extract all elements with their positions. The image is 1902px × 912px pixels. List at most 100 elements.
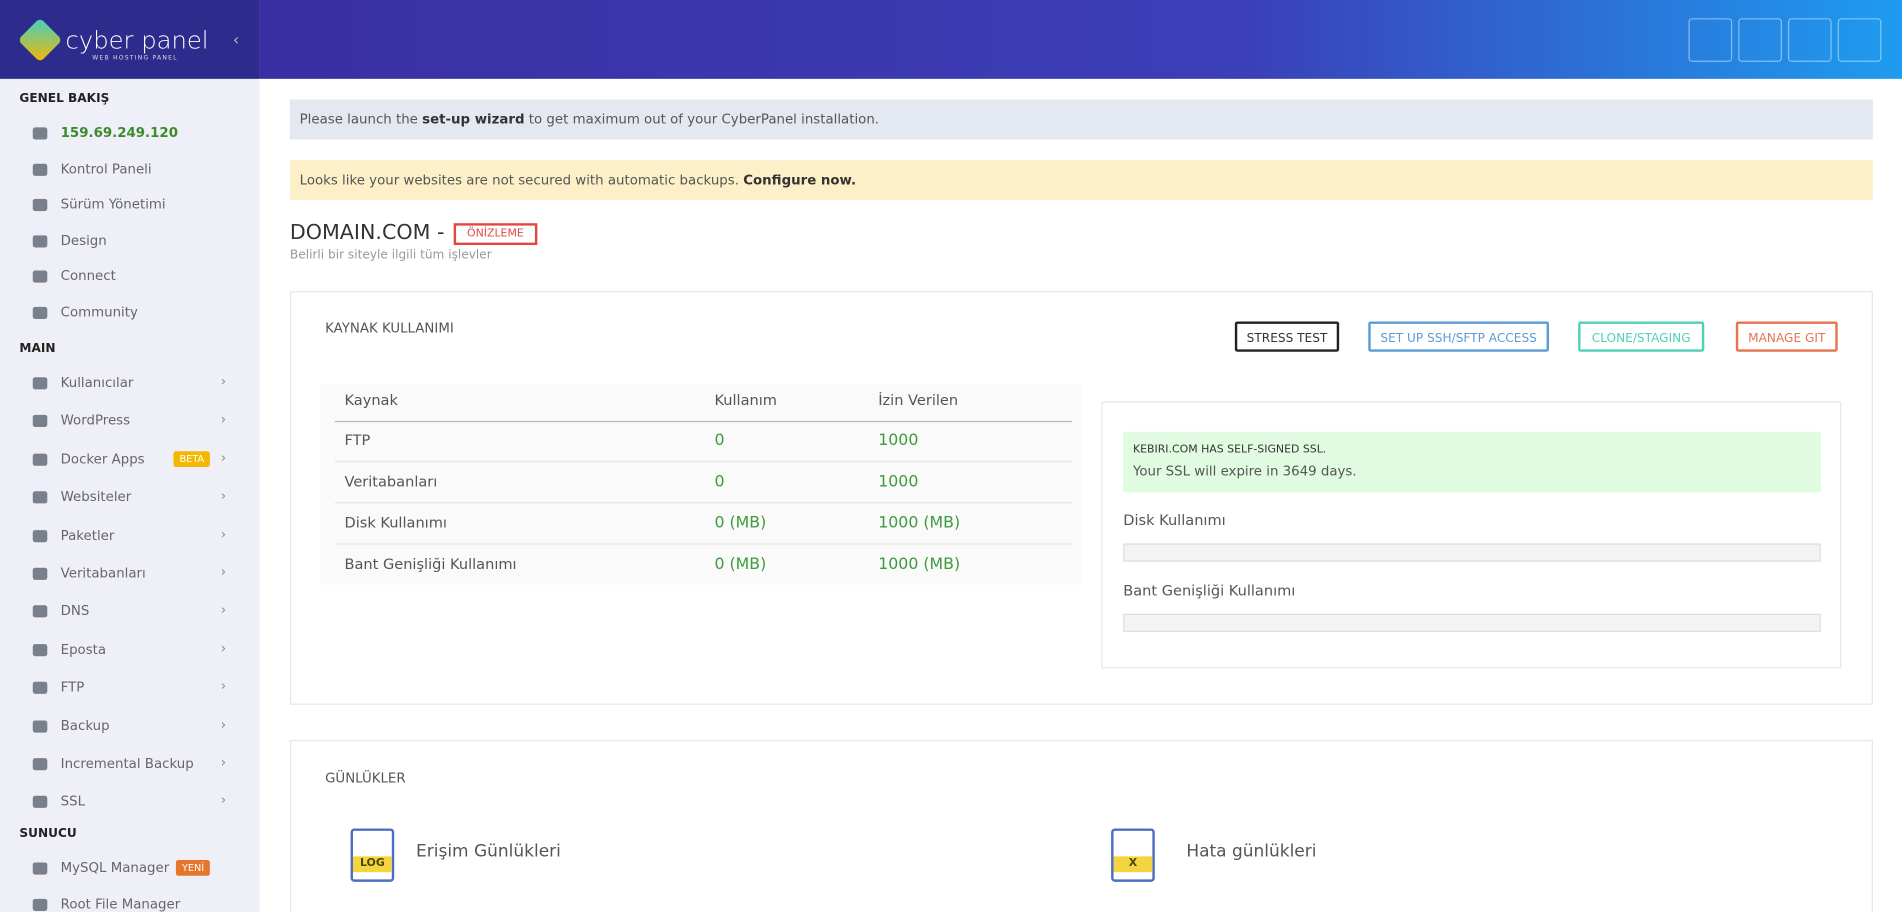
log-label[interactable]: Erişim Günlükleri: [416, 841, 561, 862]
menu-icon: [32, 415, 48, 428]
menu-icon: [32, 796, 48, 809]
top-button[interactable]: [1787, 18, 1832, 62]
alert-text[interactable]: set-up wizard: [422, 111, 525, 128]
table: [320, 384, 1083, 585]
ssl-panel: [1101, 401, 1842, 669]
collapse[interactable]: ‹: [232, 31, 240, 50]
table-header: Kullanım: [714, 391, 777, 409]
chevron: ›: [220, 373, 227, 390]
chevron: ›: [220, 602, 227, 618]
menu-item[interactable]: Websiteler: [60, 489, 132, 505]
header-line: [334, 420, 1073, 423]
menu-item[interactable]: Veritabanları: [60, 565, 146, 582]
chevron: ›: [220, 754, 227, 771]
alert: Looks like your websites are not secured…: [289, 160, 1873, 201]
menu-item[interactable]: Kontrol Paneli: [60, 160, 152, 177]
top-button[interactable]: [1837, 18, 1882, 62]
menu-item[interactable]: Kullanıcılar: [60, 374, 134, 391]
menu-icon: [32, 199, 48, 212]
domain-title: DOMAIN.COM -: [289, 220, 445, 246]
menu-item[interactable]: Root File Manager: [60, 896, 181, 912]
chevron: ›: [220, 525, 227, 542]
menu-item[interactable]: Sürüm Yönetimi: [60, 196, 166, 213]
card-title: GÜNLÜKLER: [325, 770, 406, 787]
menu-icon: [32, 270, 48, 284]
chevron: ›: [220, 792, 227, 809]
menu-item[interactable]: DNS: [60, 603, 90, 620]
preview-button[interactable]: ÖNİZLEME: [453, 223, 538, 246]
table-cell: Disk Kullanımı: [344, 514, 447, 532]
menu-icon: [32, 758, 48, 771]
table-cell: Veritabanları: [344, 473, 438, 491]
menu-icon: [32, 163, 48, 176]
usage-label: Bant Genişliği Kullanımı: [1123, 582, 1296, 600]
log-label[interactable]: Hata günlükleri: [1186, 841, 1317, 862]
row-line: [334, 460, 1073, 463]
table-cell: 0 (MB): [714, 555, 767, 574]
table-cell: 1000 (MB): [878, 555, 961, 574]
menu-icon: [32, 643, 48, 656]
topbar: [259, 0, 1902, 79]
alert-text: Please launch the: [299, 111, 423, 128]
menu-icon: [32, 720, 48, 733]
card-title: KAYNAK KULLANIMI: [325, 320, 454, 337]
top-button[interactable]: [1738, 18, 1782, 62]
menu-icon: [32, 377, 48, 390]
table-cell: FTP: [344, 431, 371, 449]
table-header: İzin Verilen: [878, 391, 959, 409]
progress-bar: [1123, 613, 1821, 632]
section-title: SUNUCU: [19, 827, 77, 841]
badge: YENİ: [175, 860, 211, 876]
menu-item[interactable]: WordPress: [60, 412, 131, 429]
chevron: ›: [220, 564, 227, 580]
action-button[interactable]: CLONE/STAGING: [1578, 321, 1705, 352]
action-button[interactable]: SET UP SSH/SFTP ACCESS: [1368, 321, 1550, 352]
menu-item[interactable]: MySQL Manager: [60, 860, 170, 876]
menu-item[interactable]: FTP: [60, 679, 85, 696]
menu-icon: [32, 567, 48, 580]
top-button[interactable]: [1688, 18, 1733, 62]
menu-item[interactable]: Docker Apps: [60, 450, 145, 467]
row-line: [334, 543, 1073, 545]
subtitle: Belirli bir siteyle ilgili tüm işlevler: [289, 248, 492, 263]
chevron: ›: [220, 449, 227, 466]
menu-icon: [32, 453, 48, 466]
brand: cyber panel: [65, 25, 209, 55]
alert-text[interactable]: Configure now.: [743, 172, 857, 189]
chevron: ›: [220, 716, 227, 733]
table-cell: 0: [714, 473, 725, 492]
row-line: [334, 502, 1073, 504]
card: [289, 739, 1873, 912]
menu-icon: [32, 127, 48, 140]
chevron: ›: [220, 640, 227, 656]
menu-item[interactable]: Connect: [60, 268, 116, 285]
log-icon-text: LOG: [352, 856, 392, 873]
menu-item[interactable]: Backup: [60, 717, 110, 734]
log-icon[interactable]: [1111, 828, 1155, 882]
table-cell: 0 (MB): [714, 514, 767, 533]
brand-sub: WEB HOSTING PANEL: [92, 54, 178, 62]
menu-item[interactable]: 159.69.249.120: [60, 124, 178, 141]
log-icon-text: X: [1113, 856, 1153, 873]
section-title: MAIN: [19, 342, 56, 356]
action-button[interactable]: STRESS TEST: [1234, 321, 1340, 352]
alert-text: Looks like your websites are not secured…: [299, 172, 744, 189]
menu-item[interactable]: Incremental Backup: [60, 755, 194, 772]
menu-item[interactable]: SSL: [60, 793, 86, 810]
log-icon[interactable]: [350, 828, 395, 882]
menu-item[interactable]: Eposta: [60, 641, 107, 658]
table-cell: Bant Genişliği Kullanımı: [344, 555, 517, 573]
progress-bar: [1123, 543, 1821, 562]
menu-item[interactable]: Design: [60, 232, 107, 249]
action-button[interactable]: MANAGE GIT: [1735, 321, 1838, 352]
menu-item[interactable]: Paketler: [60, 527, 115, 543]
menu-icon: [32, 235, 48, 248]
ssl-box: [1123, 431, 1821, 493]
menu-item[interactable]: Community: [60, 304, 138, 321]
table-cell: 1000: [878, 431, 919, 451]
table-cell: 0: [714, 431, 725, 451]
menu-icon: [32, 681, 48, 695]
usage-label: Disk Kullanımı: [1123, 511, 1226, 529]
alert: Please launch the set-up wizard to get m…: [289, 99, 1873, 140]
